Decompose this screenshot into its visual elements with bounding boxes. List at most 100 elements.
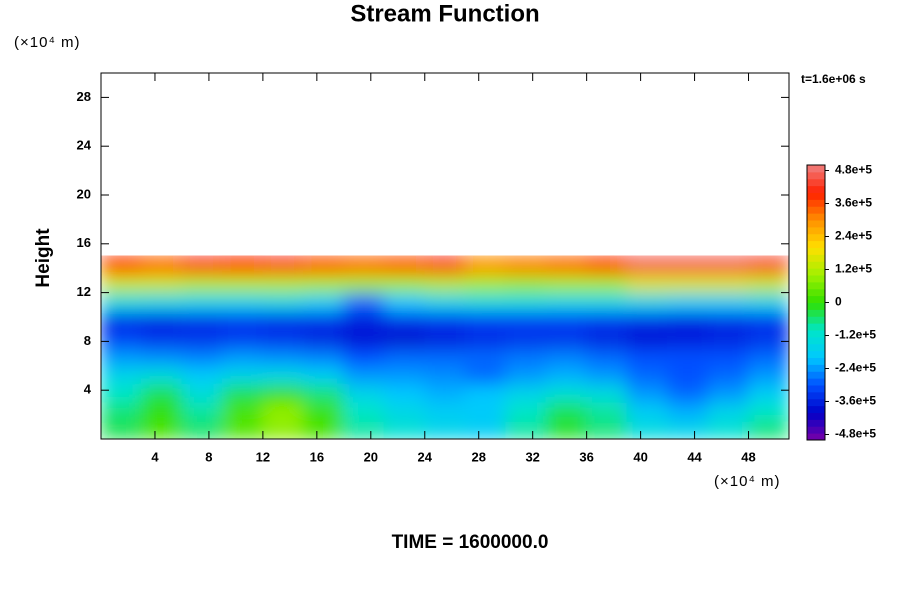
- field-cell: [626, 328, 669, 348]
- field-cell: [464, 420, 507, 439]
- annotation: t=1.6e+06 s: [801, 72, 866, 86]
- field-cell: [101, 292, 142, 312]
- colorbar-tick-label: -1.2e+5: [835, 328, 876, 342]
- field-cell: [343, 365, 385, 385]
- y-tick-label: 12: [77, 284, 91, 299]
- field-cell: [181, 383, 223, 403]
- colorbar-segment: [807, 385, 825, 393]
- field-cell: [464, 255, 507, 275]
- colorbar-segment: [807, 378, 825, 386]
- field-cell: [101, 273, 142, 294]
- field-cell: [626, 255, 669, 275]
- x-tick-label: 28: [471, 449, 485, 464]
- colorbar-tick-label: 0: [835, 295, 842, 309]
- x-tick-label: 20: [364, 449, 378, 464]
- field: [101, 255, 789, 439]
- field-cell: [140, 420, 183, 439]
- footer: TIME = 1600000.0: [392, 532, 549, 553]
- field-cell: [383, 292, 426, 312]
- colorbar-tick-label: 3.6e+5: [835, 196, 872, 210]
- field-cell: [140, 328, 183, 348]
- colorbar-segment: [807, 357, 825, 365]
- field-cell: [505, 401, 547, 422]
- x-tick-label: 8: [205, 449, 212, 464]
- field-cell: [383, 420, 426, 439]
- field-cell: [707, 310, 750, 330]
- field-cell: [505, 273, 547, 294]
- field-cell: [545, 310, 588, 330]
- field-cell: [424, 328, 466, 348]
- field-cell: [140, 255, 183, 275]
- field-cell: [181, 365, 223, 385]
- field-cell: [221, 383, 264, 403]
- field-cell: [748, 401, 789, 422]
- field-cell: [748, 310, 789, 330]
- field-cell: [626, 310, 669, 330]
- field-cell: [101, 310, 142, 330]
- field-cell: [101, 328, 142, 348]
- field-cell: [101, 347, 142, 367]
- field-cell: [343, 328, 385, 348]
- field-cell: [262, 255, 304, 275]
- field-cell: [667, 347, 709, 367]
- field-cell: [343, 273, 385, 294]
- field-cell: [383, 347, 426, 367]
- field-cell: [140, 347, 183, 367]
- field-cell: [221, 420, 264, 439]
- colorbar-segment: [807, 309, 825, 317]
- field-cell: [262, 401, 304, 422]
- field-cell: [626, 273, 669, 294]
- colorbar-segment: [807, 288, 825, 297]
- field-cell: [464, 401, 507, 422]
- colorbar-tick-label: 4.8e+5: [835, 163, 872, 177]
- field-cell: [101, 383, 142, 403]
- field-cell: [181, 292, 223, 312]
- field-cell: [181, 347, 223, 367]
- field-cell: [424, 383, 466, 403]
- field-cell: [140, 401, 183, 422]
- field-cell: [383, 401, 426, 422]
- field-cell: [140, 383, 183, 403]
- field-cell: [667, 292, 709, 312]
- field-cell: [626, 383, 669, 403]
- field-cell: [221, 347, 264, 367]
- field-cell: [667, 273, 709, 294]
- colorbar-segment: [807, 247, 825, 255]
- colorbar-segment: [807, 226, 825, 235]
- axes: 4 8 12 16 20 24 28 32 36 40 44 484812162024284.8e+5…: [77, 72, 876, 464]
- field-cell: [626, 420, 669, 439]
- field-cell: [101, 365, 142, 385]
- x-tick-label: 36: [579, 449, 593, 464]
- field-cell: [302, 310, 345, 330]
- field-cell: [748, 255, 789, 275]
- field-cell: [221, 310, 264, 330]
- field-cell: [221, 401, 264, 422]
- field-cell: [586, 310, 628, 330]
- colorbar-segment: [807, 302, 825, 310]
- field-cell: [545, 347, 588, 367]
- field-cell: [424, 292, 466, 312]
- field-cell: [505, 347, 547, 367]
- field-clip: [101, 255, 789, 439]
- field-cell: [748, 273, 789, 294]
- colorbar-segment: [807, 171, 825, 180]
- field-cell: [667, 255, 709, 275]
- colorbar-segment: [807, 391, 825, 400]
- field-cell: [748, 365, 789, 385]
- field-cell: [545, 383, 588, 403]
- field-cell: [586, 292, 628, 312]
- field-cell: [707, 365, 750, 385]
- colorbar-segment: [807, 295, 825, 303]
- field-cell: [505, 292, 547, 312]
- field-cell: [748, 347, 789, 367]
- colorbar-segment: [807, 254, 825, 262]
- field-cell: [464, 347, 507, 367]
- colorbar-segment: [807, 275, 825, 283]
- field-cell: [667, 383, 709, 403]
- field-cell: [545, 420, 588, 439]
- field-cell: [262, 420, 304, 439]
- field-cell: [343, 255, 385, 275]
- field-cell: [707, 401, 750, 422]
- y-tick-label: 24: [77, 138, 92, 153]
- colorbar-segment: [807, 350, 825, 358]
